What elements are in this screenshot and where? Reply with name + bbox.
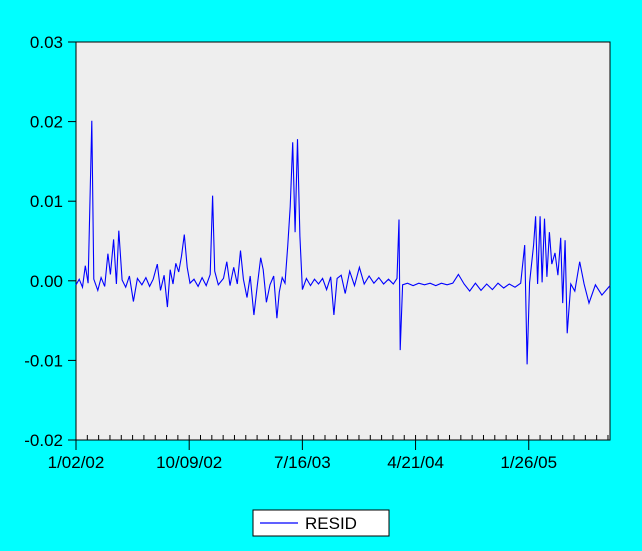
y-tick-label: 0.02	[30, 113, 63, 132]
y-tick-label: -0.02	[24, 431, 63, 450]
x-tick-label: 4/21/04	[387, 453, 444, 472]
series-line-resid	[75, 120, 611, 365]
legend: RESID	[252, 509, 390, 537]
x-tick-label: 7/16/03	[274, 453, 331, 472]
legend-label: RESID	[305, 514, 357, 533]
y-tick-label: -0.01	[24, 351, 63, 370]
x-tick-label: 1/26/05	[500, 453, 557, 472]
x-tick-label: 10/09/02	[156, 453, 222, 472]
y-tick-label: 0.01	[30, 192, 63, 211]
y-tick-label: 0.00	[30, 272, 63, 291]
x-axis: 1/02/02 10/09/02 7/16/03 4/21/04 1/26/05	[48, 435, 609, 472]
x-tick-label: 1/02/02	[48, 453, 105, 472]
y-axis: 0.03 0.02 0.01 0.00 -0.01 -0.02	[24, 33, 76, 450]
y-tick-label: 0.03	[30, 33, 63, 52]
plot-area	[75, 41, 611, 441]
